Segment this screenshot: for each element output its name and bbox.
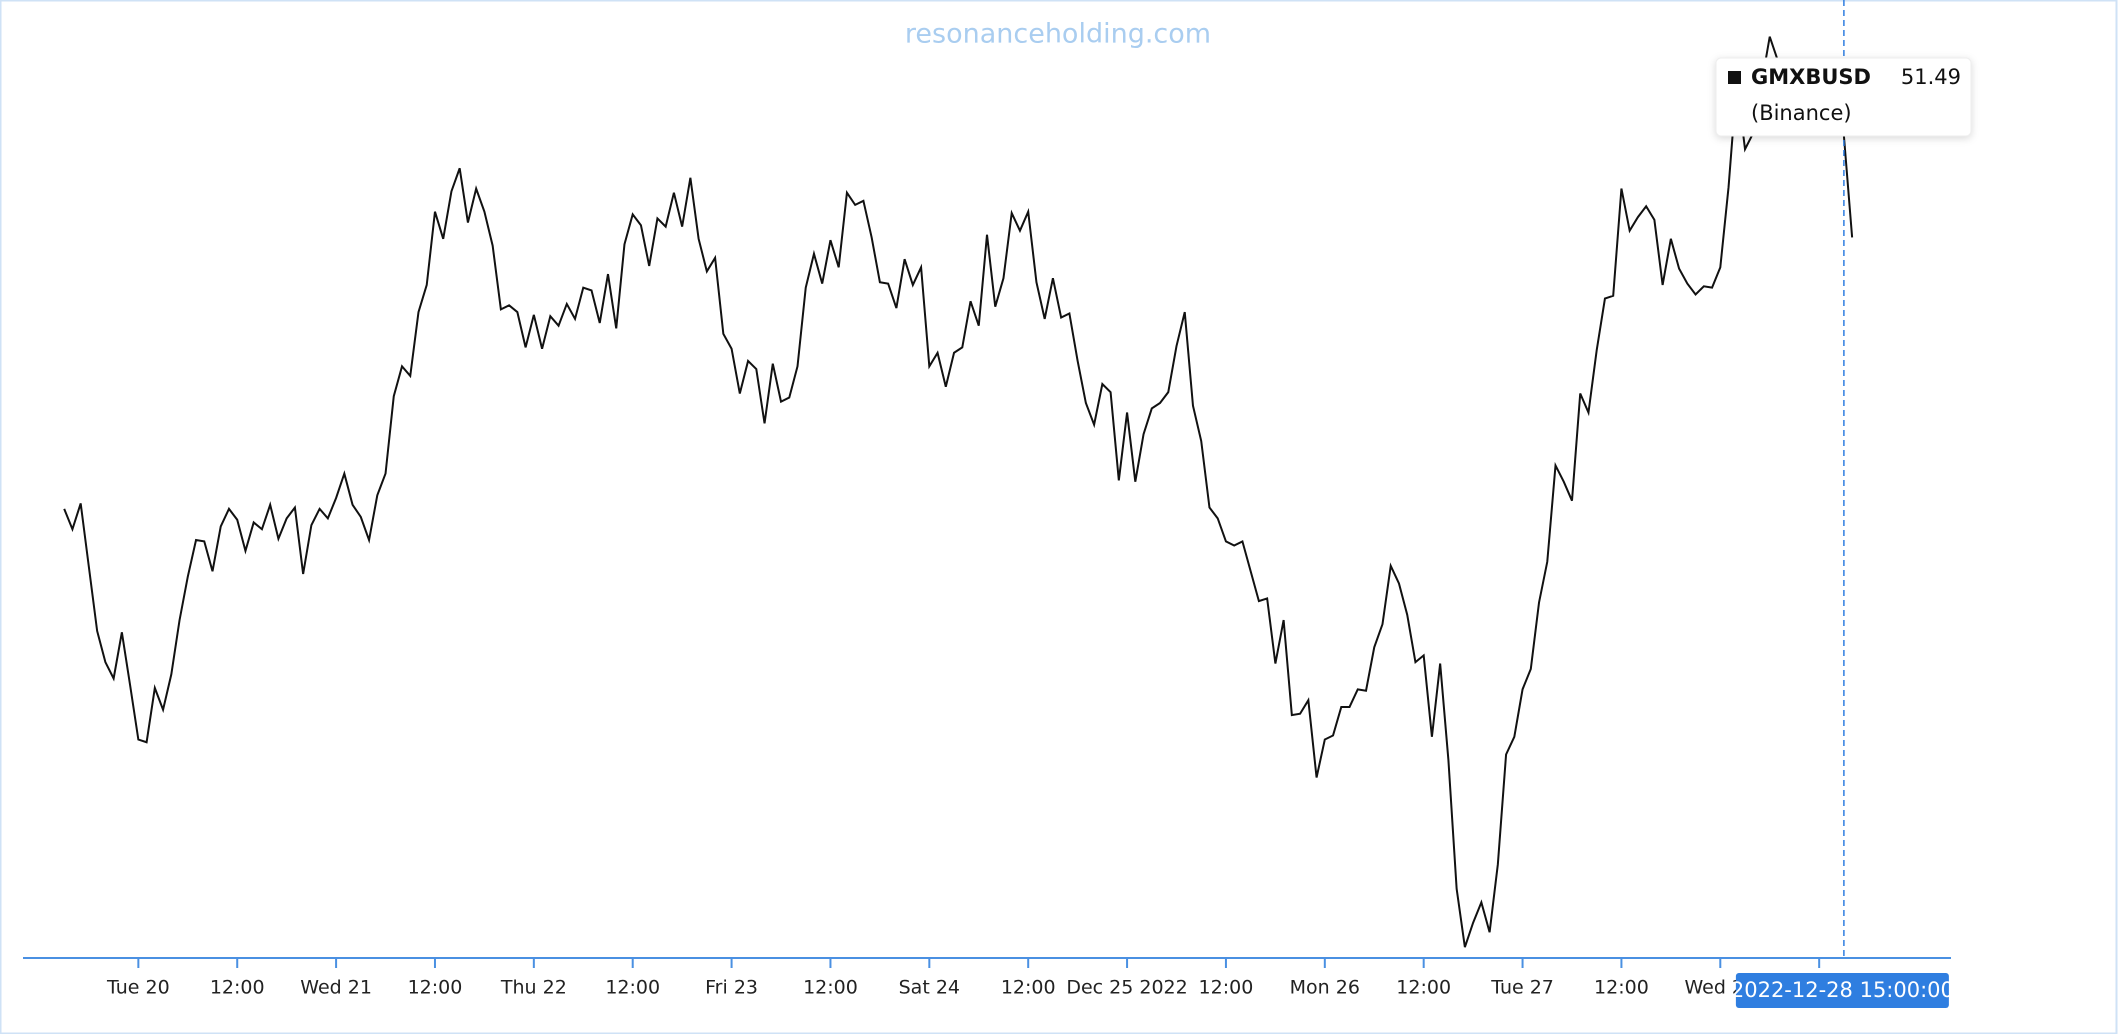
tooltip: GMXBUSD 51.49 (Binance) — [1715, 57, 1972, 137]
tooltip-symbol: GMXBUSD — [1751, 65, 1871, 89]
x-tick-label: 12:00 — [1396, 977, 1451, 999]
x-tick-label: 12:00 — [408, 977, 463, 999]
x-tick-label: 12:00 — [1199, 977, 1254, 999]
x-tick-label: 12:00 — [1001, 977, 1056, 999]
tooltip-value: 51.49 — [1901, 65, 1961, 89]
x-tick-label: 12:00 — [803, 977, 858, 999]
x-tick-label: Sat 24 — [899, 977, 960, 999]
x-tick-label: Thu 22 — [500, 977, 567, 999]
x-tick-label: 12:00 — [1594, 977, 1649, 999]
x-tick-label: 12:00 — [605, 977, 660, 999]
x-tick-label: Wed 21 — [300, 977, 372, 999]
crosshair-label-bg — [1735, 973, 1949, 1008]
x-tick-label: Tue 20 — [106, 977, 170, 999]
price-line — [63, 36, 1854, 948]
tooltip-swatch — [1728, 71, 1741, 84]
watermark: resonanceholding.com — [905, 19, 1211, 50]
tooltip-bg — [1715, 57, 1972, 137]
x-tick-label: Tue 27 — [1490, 977, 1554, 999]
x-tick-label: Dec 25 2022 — [1066, 977, 1187, 999]
x-tick-label: Fri 23 — [705, 977, 758, 999]
tooltip-exchange: (Binance) — [1751, 101, 1852, 125]
x-tick-label: 12:00 — [210, 977, 265, 999]
x-tick-label: Mon 26 — [1290, 977, 1360, 999]
crosshair-label: 2022-12-28 15:00:00 — [1731, 978, 1954, 1002]
